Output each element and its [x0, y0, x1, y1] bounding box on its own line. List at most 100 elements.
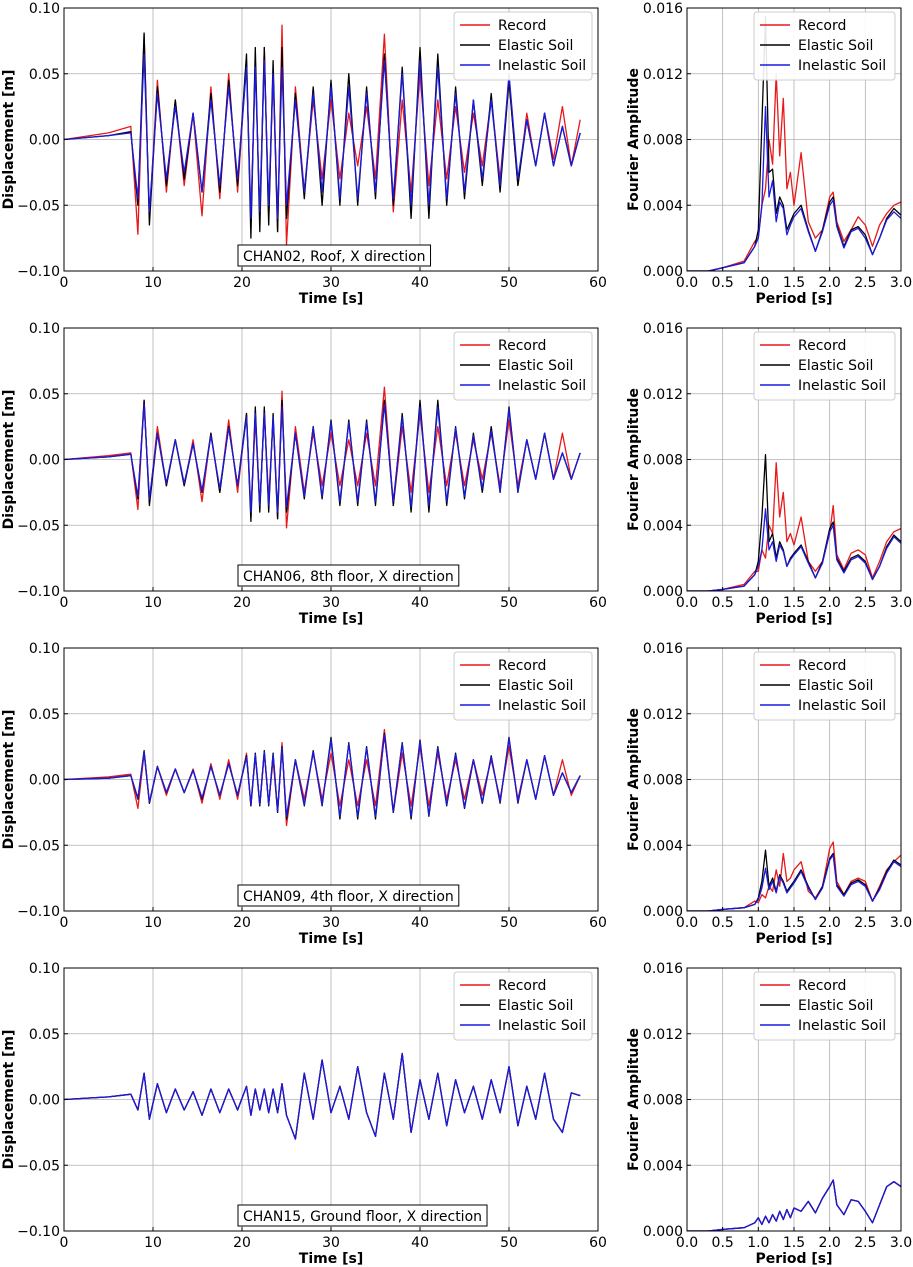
- x-tick-label: 0.0: [676, 1235, 698, 1251]
- legend-label: Elastic Soil: [498, 678, 573, 694]
- x-tick-label: 40: [411, 595, 429, 611]
- x-tick-label: 0.0: [676, 275, 698, 291]
- legend-label: Inelastic Soil: [798, 698, 886, 714]
- legend-label: Record: [798, 658, 846, 674]
- y-tick-label: 0.000: [643, 264, 683, 280]
- x-tick-label: 30: [322, 915, 340, 931]
- x-axis-label: Period [s]: [755, 1251, 832, 1267]
- legend-label: Elastic Soil: [498, 998, 573, 1014]
- series-line-inelastic-soil: [687, 105, 901, 271]
- legend-label: Inelastic Soil: [498, 58, 586, 74]
- x-tick-label: 3.0: [890, 595, 912, 611]
- legend-label: Inelastic Soil: [498, 698, 586, 714]
- legend-label: Inelastic Soil: [798, 58, 886, 74]
- series-line-inelastic-soil: [64, 734, 581, 817]
- legend-label: Elastic Soil: [498, 358, 573, 374]
- annotation-box: [237, 884, 460, 907]
- x-tick-label: 50: [500, 595, 518, 611]
- y-tick-label: 0.008: [643, 453, 683, 469]
- legend: Record Elastic Soil Inelastic Soil: [753, 651, 896, 721]
- x-tick-label: 3.0: [890, 1235, 912, 1251]
- x-tick-label: 1.5: [783, 275, 805, 291]
- legend-box: [453, 971, 593, 1041]
- x-axis-label: Period [s]: [755, 611, 832, 627]
- x-tick-label: 1.0: [747, 595, 769, 611]
- channel-annotation: CHAN02, Roof, X direction: [237, 244, 432, 267]
- y-tick-label: 0.008: [643, 773, 683, 789]
- x-tick-label: 3.0: [890, 915, 912, 931]
- y-tick-label: 0.10: [29, 321, 60, 337]
- x-tick-label: 0: [60, 275, 69, 291]
- x-tick-label: 0.5: [712, 275, 734, 291]
- annotation-text: CHAN15, Ground floor, X direction: [243, 1209, 482, 1225]
- fourier-plot-chan09: 0.0 0.5 1.0 1.5 2.0 2.5 3.0 0.000 0.004 0.008 0.01…: [626, 641, 912, 947]
- y-tick-label: 0.004: [643, 198, 683, 214]
- x-tick-label: 50: [500, 1235, 518, 1251]
- annotation-text: CHAN06, 8th floor, X direction: [243, 569, 454, 585]
- series-line-inelastic-soil: [64, 1052, 581, 1140]
- x-tick-label: 2.5: [854, 1235, 876, 1251]
- fourier-plot-chan02: 0.0 0.5 1.0 1.5 2.0 2.5 3.0 0.000 0.004 0.008 0.01…: [626, 1, 912, 307]
- legend-label: Record: [498, 18, 546, 34]
- series-line-inelastic-soil: [687, 854, 901, 911]
- x-tick-label: 30: [322, 595, 340, 611]
- channel-annotation: CHAN06, 8th floor, X direction: [237, 564, 460, 587]
- y-tick-label: 0.10: [29, 641, 60, 657]
- y-axis-label: Displacement [m]: [1, 390, 17, 530]
- x-tick-label: 60: [589, 595, 607, 611]
- annotation-box: [237, 244, 432, 267]
- y-tick-label: −0.05: [17, 838, 60, 854]
- x-axis-label: Time [s]: [299, 931, 363, 947]
- x-tick-label: 1.0: [747, 915, 769, 931]
- time-plot-chan09: 0 10 20 30 40 50 60 −0.10 −0.05 0.00 0.05 0.10 Time …: [1, 641, 607, 947]
- y-tick-label: −0.10: [17, 904, 60, 920]
- y-tick-label: 0.004: [643, 838, 683, 854]
- channel-annotation: CHAN09, 4th floor, X direction: [237, 884, 460, 907]
- x-tick-label: 10: [144, 915, 162, 931]
- x-tick-label: 60: [589, 275, 607, 291]
- legend-box: [753, 651, 896, 721]
- legend-label: Inelastic Soil: [498, 1018, 586, 1034]
- legend-label: Inelastic Soil: [498, 378, 586, 394]
- x-tick-label: 1.5: [783, 1235, 805, 1251]
- legend: Record Elastic Soil Inelastic Soil: [453, 651, 593, 721]
- y-tick-label: 0.10: [29, 961, 60, 977]
- x-tick-label: 0: [60, 595, 69, 611]
- x-tick-label: 30: [322, 1235, 340, 1251]
- y-tick-label: 0.016: [643, 1, 683, 17]
- annotation-text: CHAN09, 4th floor, X direction: [243, 889, 454, 905]
- y-tick-label: 0.05: [29, 1027, 60, 1043]
- y-tick-label: −0.10: [17, 584, 60, 600]
- x-tick-label: 40: [411, 915, 429, 931]
- x-tick-label: 40: [411, 275, 429, 291]
- y-tick-label: 0.004: [643, 1158, 683, 1174]
- x-axis-label: Time [s]: [299, 1251, 363, 1267]
- annotation-box: [237, 564, 460, 587]
- y-tick-label: 0.012: [643, 67, 683, 83]
- legend: Record Elastic Soil Inelastic Soil: [753, 971, 896, 1041]
- x-tick-label: 3.0: [890, 275, 912, 291]
- legend: Record Elastic Soil Inelastic Soil: [753, 11, 896, 81]
- series-line-record: [64, 386, 581, 529]
- series-line-elastic-soil: [687, 15, 901, 271]
- y-tick-label: 0.00: [29, 1093, 60, 1109]
- y-tick-label: −0.05: [17, 518, 60, 534]
- legend: Record Elastic Soil Inelastic Soil: [453, 331, 593, 401]
- legend-label: Elastic Soil: [798, 678, 873, 694]
- y-tick-label: 0.016: [643, 321, 683, 337]
- x-axis-label: Period [s]: [755, 931, 832, 947]
- annotation-box: [237, 1204, 488, 1227]
- time-plot-chan15: 0 10 20 30 40 50 60 −0.10 −0.05 0.00 0.05 0.10 Time …: [1, 961, 607, 1267]
- x-tick-label: 0: [60, 1235, 69, 1251]
- x-tick-label: 0.5: [712, 595, 734, 611]
- legend-label: Elastic Soil: [798, 38, 873, 54]
- x-tick-label: 30: [322, 275, 340, 291]
- x-tick-label: 0: [60, 915, 69, 931]
- y-tick-label: −0.10: [17, 264, 60, 280]
- legend-label: Record: [798, 978, 846, 994]
- series-line-record: [687, 462, 901, 591]
- y-axis-label: Fourier Amplitude: [626, 1028, 642, 1171]
- x-tick-label: 0.0: [676, 595, 698, 611]
- x-tick-label: 10: [144, 595, 162, 611]
